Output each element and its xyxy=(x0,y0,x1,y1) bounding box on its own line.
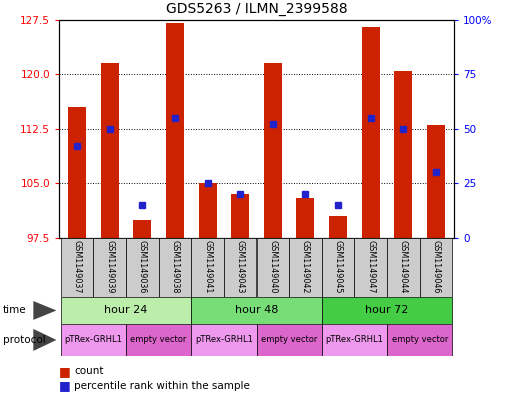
Bar xyxy=(224,238,256,297)
Bar xyxy=(394,70,412,238)
Bar xyxy=(231,194,249,238)
Bar xyxy=(322,324,387,356)
Text: empty vector: empty vector xyxy=(261,336,318,344)
Text: pTRex-GRHL1: pTRex-GRHL1 xyxy=(64,336,122,344)
Bar xyxy=(191,238,224,297)
Bar xyxy=(126,324,191,356)
Bar xyxy=(289,238,322,297)
Text: GSM1149037: GSM1149037 xyxy=(72,239,82,293)
Text: time: time xyxy=(3,305,26,316)
Text: GSM1149045: GSM1149045 xyxy=(333,239,343,293)
Text: percentile rank within the sample: percentile rank within the sample xyxy=(74,381,250,391)
Text: GSM1149042: GSM1149042 xyxy=(301,239,310,293)
Bar xyxy=(387,324,452,356)
Text: GSM1149043: GSM1149043 xyxy=(235,239,245,293)
Bar xyxy=(322,238,354,297)
Bar xyxy=(93,238,126,297)
Text: protocol: protocol xyxy=(3,335,45,345)
Bar xyxy=(297,198,314,238)
Polygon shape xyxy=(33,329,56,351)
Bar xyxy=(329,216,347,238)
Bar xyxy=(191,297,322,324)
Bar xyxy=(101,63,119,238)
Bar xyxy=(264,63,282,238)
Text: hour 24: hour 24 xyxy=(104,305,148,316)
Text: GSM1149040: GSM1149040 xyxy=(268,239,278,293)
Bar xyxy=(199,183,216,238)
Text: GSM1149039: GSM1149039 xyxy=(105,239,114,293)
Bar xyxy=(256,238,289,297)
Bar xyxy=(68,107,86,238)
Bar xyxy=(322,297,452,324)
Bar xyxy=(420,238,452,297)
Text: GSM1149047: GSM1149047 xyxy=(366,239,375,293)
Bar xyxy=(61,297,191,324)
Text: hour 48: hour 48 xyxy=(235,305,278,316)
Text: GSM1149036: GSM1149036 xyxy=(138,239,147,293)
Text: GSM1149046: GSM1149046 xyxy=(431,239,441,293)
Bar xyxy=(256,324,322,356)
Text: GSM1149038: GSM1149038 xyxy=(170,239,180,293)
Bar xyxy=(166,23,184,238)
Text: ■: ■ xyxy=(59,379,71,393)
Bar xyxy=(191,324,256,356)
Bar xyxy=(387,238,420,297)
Bar xyxy=(159,238,191,297)
Text: GSM1149041: GSM1149041 xyxy=(203,239,212,293)
Text: empty vector: empty vector xyxy=(391,336,448,344)
Text: ■: ■ xyxy=(59,365,71,378)
Bar xyxy=(61,324,126,356)
Text: pTRex-GRHL1: pTRex-GRHL1 xyxy=(195,336,253,344)
Text: pTRex-GRHL1: pTRex-GRHL1 xyxy=(326,336,383,344)
Text: hour 72: hour 72 xyxy=(365,305,409,316)
Bar xyxy=(133,220,151,238)
Bar xyxy=(354,238,387,297)
Polygon shape xyxy=(33,301,56,320)
Text: count: count xyxy=(74,366,104,376)
Bar xyxy=(61,238,93,297)
Bar xyxy=(427,125,445,238)
Bar xyxy=(362,27,380,238)
Text: GSM1149044: GSM1149044 xyxy=(399,239,408,293)
Title: GDS5263 / ILMN_2399588: GDS5263 / ILMN_2399588 xyxy=(166,2,347,16)
Text: empty vector: empty vector xyxy=(130,336,187,344)
Bar xyxy=(126,238,159,297)
